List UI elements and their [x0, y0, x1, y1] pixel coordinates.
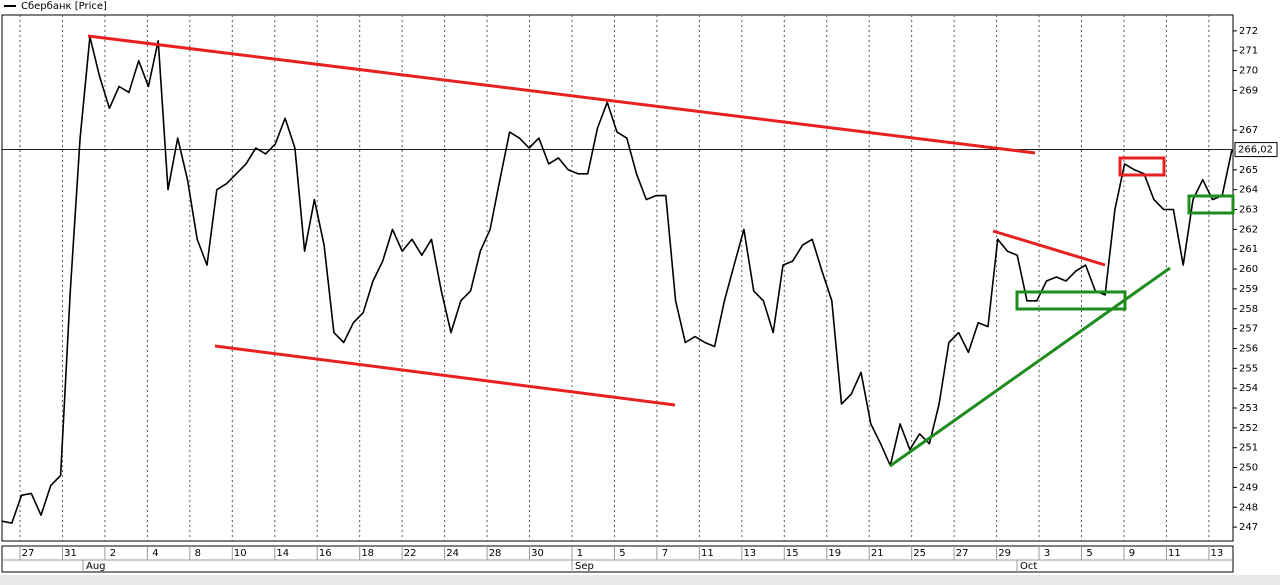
- x-tick-label: 30: [531, 548, 544, 559]
- trend-line: [992, 229, 1106, 267]
- y-tick-label: 256: [1239, 343, 1258, 354]
- y-tick-label: 261: [1239, 244, 1258, 255]
- x-axis-band: [1, 545, 1234, 573]
- box: [1015, 290, 1127, 311]
- annotations: [87, 34, 1235, 468]
- x-tick-label: 21: [871, 548, 884, 559]
- x-tick-label: 24: [446, 548, 459, 559]
- x-tick-label: 13: [1211, 548, 1224, 559]
- x-tick-label: 15: [786, 548, 799, 559]
- y-tick-label: 264: [1239, 185, 1258, 196]
- y-tick-label: 263: [1239, 205, 1258, 216]
- y-tick-label: 249: [1239, 482, 1258, 493]
- x-tick-label: 14: [276, 548, 289, 559]
- x-tick-label: 9: [1129, 548, 1135, 559]
- y-tick-label: 258: [1239, 304, 1258, 315]
- x-tick-label: 1: [577, 548, 583, 559]
- x-tick-label: 10: [234, 548, 247, 559]
- y-tick-label: 269: [1239, 85, 1258, 96]
- x-tick-label: 13: [743, 548, 756, 559]
- y-tick-label: 265: [1239, 165, 1258, 176]
- x-tick-label: 18: [361, 548, 374, 559]
- trend-line: [214, 344, 676, 407]
- x-tick-label: 16: [319, 548, 332, 559]
- x-tick-label: 11: [701, 548, 714, 559]
- trend-line: [87, 34, 1036, 155]
- month-label: Aug: [86, 561, 106, 572]
- box: [1187, 194, 1235, 215]
- y-tick-label: 255: [1239, 363, 1258, 374]
- x-tick-label: 3: [1044, 548, 1050, 559]
- x-tick-label: 19: [828, 548, 841, 559]
- x-tick-label: 5: [619, 548, 625, 559]
- y-tick-label: 248: [1239, 502, 1258, 513]
- y-tick-label: 271: [1239, 46, 1258, 57]
- x-tick-label: 28: [489, 548, 502, 559]
- month-label: Oct: [1020, 561, 1037, 572]
- y-tick-label: 267: [1239, 125, 1258, 136]
- x-tick-label: 8: [195, 548, 201, 559]
- y-tick-label: 260: [1239, 264, 1258, 275]
- x-tick-label: 5: [1086, 548, 1092, 559]
- y-tick-label: 253: [1239, 403, 1258, 414]
- y-tick-label: 247: [1239, 522, 1258, 533]
- y-tick-label: 254: [1239, 383, 1258, 394]
- y-tick-label: 250: [1239, 463, 1258, 474]
- y-tick-label: 259: [1239, 284, 1258, 295]
- x-tick-label: 4: [152, 548, 158, 559]
- y-tick-label: 257: [1239, 324, 1258, 335]
- last-value-box: [1234, 142, 1278, 158]
- x-tick-label: 2: [110, 548, 116, 559]
- scrollbar: [0, 575, 1280, 585]
- y-tick-label: 262: [1239, 224, 1258, 235]
- x-tick-label: 27: [956, 548, 969, 559]
- x-tick-label: 11: [1168, 548, 1181, 559]
- price-line: [1, 36, 1233, 524]
- y-tick-label: 270: [1239, 66, 1258, 77]
- month-label: Sep: [575, 561, 594, 572]
- x-tick-label: 31: [64, 548, 77, 559]
- x-tick-label: 29: [998, 548, 1011, 559]
- x-tick-label: 27: [22, 548, 35, 559]
- x-tick-label: 22: [404, 548, 417, 559]
- legend-label: Сбербанк [Price]: [21, 1, 107, 12]
- last-value-label: 266,02: [1238, 145, 1273, 156]
- y-tick-label: 251: [1239, 443, 1258, 454]
- x-tick-label: 7: [662, 548, 668, 559]
- box: [1118, 156, 1166, 177]
- y-tick-label: 252: [1239, 423, 1258, 434]
- y-tick-label: 272: [1239, 26, 1258, 37]
- trend-line: [889, 266, 1171, 468]
- x-tick-label: 25: [913, 548, 926, 559]
